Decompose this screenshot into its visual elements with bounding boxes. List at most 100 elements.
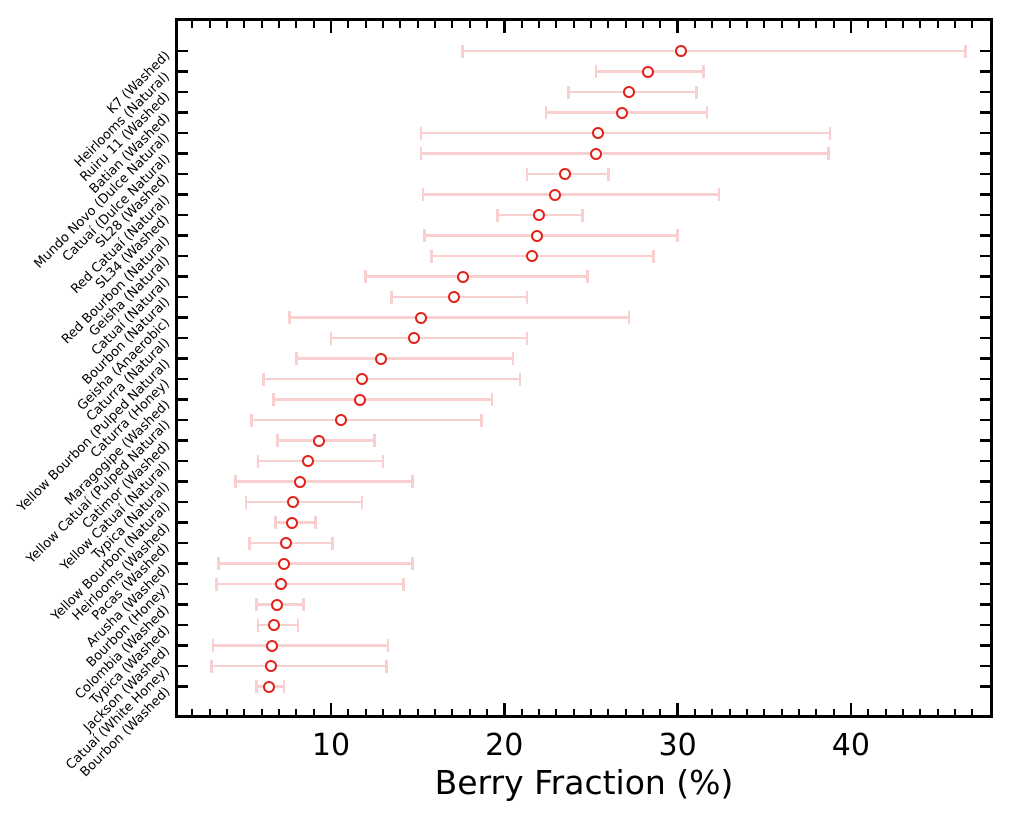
x-tick-minor: [867, 708, 870, 715]
x-tick-major: [676, 703, 679, 715]
error-bar-cap-low: [567, 85, 570, 99]
x-tick-minor: [277, 708, 280, 715]
x-tick-minor-top: [485, 21, 488, 28]
x-tick-label: 20: [485, 728, 524, 763]
error-bar-cap-low: [295, 352, 298, 365]
y-tick-right: [980, 295, 990, 299]
data-point-marker: [623, 86, 636, 98]
error-bar-cap-low: [275, 434, 279, 447]
error-bar: [289, 316, 630, 319]
error-bar-cap-high: [385, 659, 388, 673]
x-tick-minor: [243, 708, 246, 715]
y-tick-right: [980, 70, 990, 73]
error-bar-cap-high: [282, 680, 286, 693]
x-tick-minor-top: [433, 21, 436, 28]
y-tick-left: [178, 685, 188, 688]
y-tick-right: [980, 131, 990, 135]
error-bar: [365, 275, 588, 278]
error-bar-cap-low: [421, 188, 425, 201]
error-bar-cap-high: [480, 413, 484, 427]
y-tick-left: [178, 152, 188, 155]
data-point-marker: [271, 598, 284, 611]
x-tick-minor: [416, 708, 419, 715]
x-tick-label: 30: [658, 728, 697, 763]
error-bar-cap-low: [419, 126, 423, 140]
y-tick-left: [178, 316, 188, 319]
error-bar-cap-high: [386, 639, 390, 652]
error-bar-cap-low: [217, 557, 220, 570]
error-bar-cap-high: [695, 85, 698, 99]
error-bar: [330, 336, 527, 340]
error-bar: [251, 418, 482, 422]
y-tick-left: [178, 439, 188, 442]
data-point-marker: [286, 496, 299, 508]
x-tick-minor: [901, 708, 904, 715]
error-bar-cap-high: [717, 188, 721, 201]
x-tick-minor-top: [555, 21, 558, 28]
error-bar-cap-high: [381, 454, 385, 468]
error-bar-cap-high: [402, 577, 406, 591]
x-tick-minor-top: [468, 21, 471, 28]
y-tick-left: [178, 521, 188, 524]
x-tick-minor: [728, 708, 731, 715]
x-tick-minor: [451, 708, 454, 715]
error-bar-cap-high: [331, 536, 334, 550]
x-tick-minor: [295, 708, 298, 715]
y-tick-left: [178, 131, 188, 135]
x-tick-major-top: [849, 21, 853, 33]
error-bar-cap-high: [511, 352, 515, 365]
y-tick-left: [178, 623, 188, 627]
error-bar-cap-low: [461, 44, 464, 58]
error-bar: [246, 500, 363, 504]
y-tick-left: [178, 193, 188, 196]
y-tick-right: [980, 541, 990, 545]
y-tick-left: [178, 377, 188, 381]
x-tick-minor-top: [399, 21, 402, 28]
y-tick-left: [178, 213, 188, 217]
error-bar-cap-low: [248, 536, 251, 550]
x-tick-minor: [520, 708, 523, 715]
error-bar-cap-high: [606, 167, 610, 181]
x-tick-minor-top: [711, 21, 714, 28]
data-point-marker: [263, 680, 276, 693]
plot-area-border: [175, 18, 993, 718]
error-bar-cap-high: [676, 229, 679, 242]
x-tick-minor: [537, 708, 540, 715]
data-point-marker: [354, 393, 367, 406]
error-bar-cap-low: [390, 290, 393, 304]
error-bar: [213, 644, 389, 647]
y-tick-right: [980, 603, 990, 606]
error-bar-cap-high: [518, 372, 522, 386]
error-bar-cap-high: [296, 618, 300, 632]
error-bar-cap-high: [525, 331, 529, 345]
x-tick-minor-top: [225, 21, 228, 28]
data-point-marker: [335, 414, 348, 426]
error-bar-cap-low: [525, 167, 529, 181]
error-bar: [422, 193, 720, 196]
x-tick-minor: [607, 708, 610, 715]
x-tick-minor: [745, 708, 748, 715]
error-bar: [421, 152, 829, 155]
y-tick-right: [980, 213, 990, 217]
error-bar-cap-low: [364, 270, 367, 283]
data-point-marker: [531, 229, 544, 242]
y-tick-left: [178, 418, 188, 422]
error-bar: [424, 234, 678, 237]
error-bar-cap-low: [288, 311, 291, 324]
x-tick-minor: [936, 708, 939, 715]
error-bar-cap-high: [490, 393, 494, 406]
x-tick-label: 10: [311, 728, 351, 763]
error-bar-cap-low: [274, 516, 277, 529]
x-tick-minor: [433, 708, 436, 715]
y-tick-right: [980, 90, 990, 94]
data-point-marker: [675, 45, 688, 57]
data-point-marker: [526, 250, 538, 262]
data-point-marker: [415, 311, 428, 324]
error-bar-cap-high: [525, 290, 529, 304]
x-tick-minor: [693, 708, 696, 715]
x-tick-minor: [312, 708, 315, 715]
data-point-marker: [590, 147, 603, 160]
x-tick-minor-top: [520, 21, 523, 28]
y-tick-right: [980, 357, 990, 360]
error-bar-cap-high: [963, 44, 967, 58]
